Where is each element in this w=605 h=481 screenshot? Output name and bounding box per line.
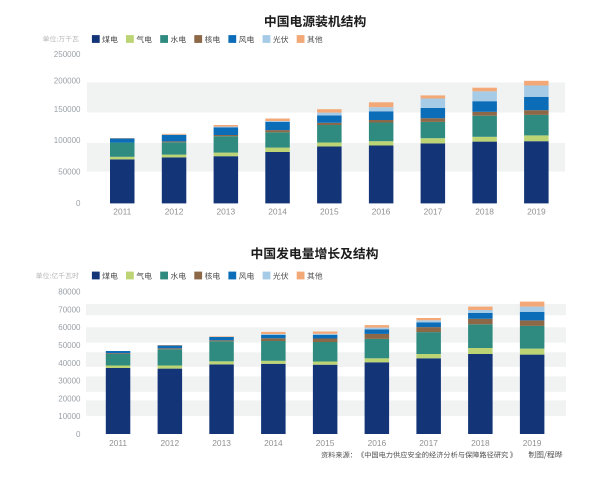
svg-text:2016: 2016 [368, 438, 387, 448]
svg-text:2015: 2015 [316, 438, 335, 448]
svg-text:40000: 40000 [58, 359, 81, 368]
svg-text:50000: 50000 [58, 341, 81, 350]
svg-text:2016: 2016 [372, 207, 391, 217]
svg-text:2011: 2011 [113, 207, 131, 217]
svg-text:100000: 100000 [54, 136, 81, 145]
svg-text:2018: 2018 [471, 438, 490, 448]
svg-text:10000: 10000 [58, 412, 81, 421]
svg-text:2014: 2014 [268, 207, 287, 217]
svg-text:200000: 200000 [54, 77, 81, 86]
svg-text:50000: 50000 [58, 168, 81, 177]
svg-text:2012: 2012 [160, 438, 179, 448]
svg-text:2019: 2019 [527, 207, 546, 217]
svg-text:80000: 80000 [58, 288, 81, 297]
svg-text:0: 0 [76, 430, 81, 439]
svg-text:2012: 2012 [165, 207, 184, 217]
svg-text:150000: 150000 [54, 105, 81, 114]
svg-text:70000: 70000 [58, 305, 81, 314]
svg-text:2011: 2011 [109, 438, 127, 448]
svg-text:2015: 2015 [320, 207, 339, 217]
svg-text:250000: 250000 [54, 50, 81, 59]
svg-text:0: 0 [76, 199, 81, 208]
svg-text:60000: 60000 [58, 323, 81, 332]
svg-text:2013: 2013 [216, 207, 235, 217]
svg-text:2017: 2017 [424, 207, 443, 217]
svg-text:2018: 2018 [475, 207, 494, 217]
svg-text:20000: 20000 [58, 394, 81, 403]
svg-text:30000: 30000 [58, 377, 81, 386]
svg-text:2017: 2017 [419, 438, 438, 448]
svg-text:2013: 2013 [212, 438, 231, 448]
svg-text:2014: 2014 [264, 438, 283, 448]
svg-text:2019: 2019 [523, 438, 542, 448]
